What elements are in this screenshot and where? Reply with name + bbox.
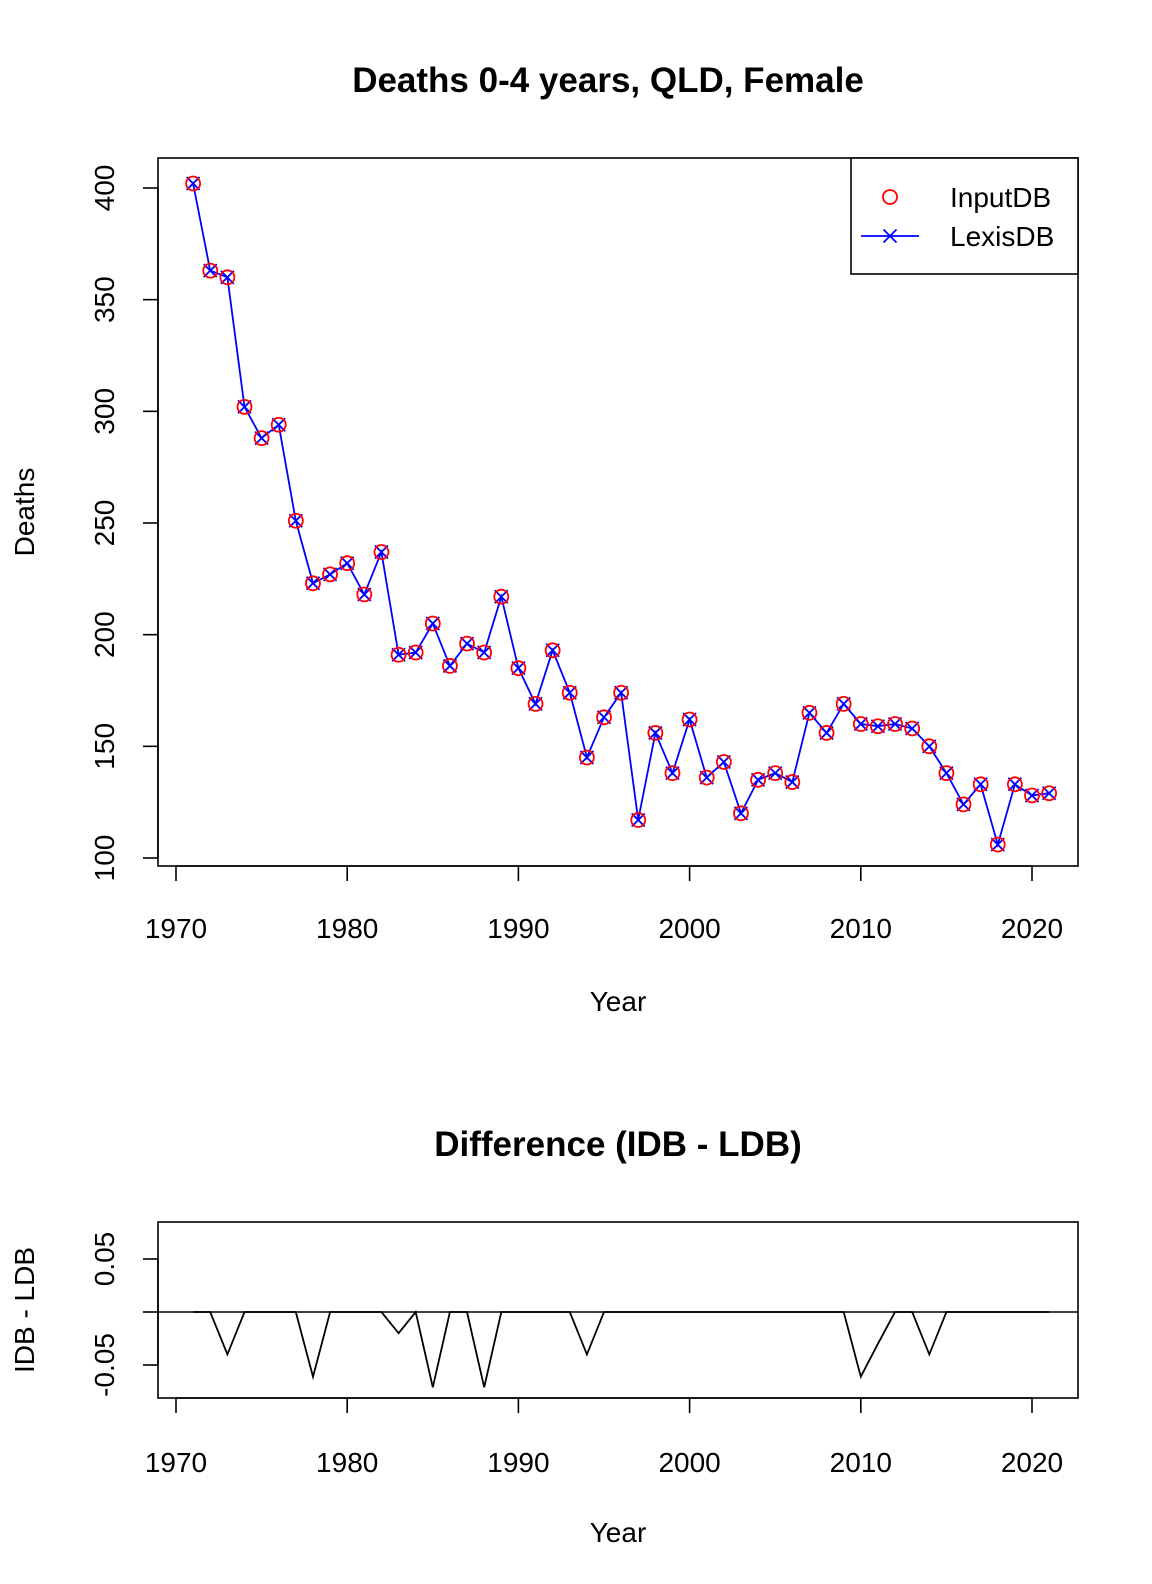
inputdb-point bbox=[407, 644, 424, 661]
inputdb-point bbox=[989, 836, 1006, 853]
y-tick-label: 250 bbox=[89, 500, 120, 547]
x-tick-label: 1970 bbox=[145, 913, 207, 944]
y-tick-label: -0.05 bbox=[89, 1333, 120, 1397]
x-tick-label: 1980 bbox=[316, 913, 378, 944]
difference-chart-title: Difference (IDB - LDB) bbox=[434, 1125, 802, 1164]
inputdb-point bbox=[596, 709, 612, 726]
difference-line bbox=[193, 1309, 1050, 1388]
x-tick-label: 1980 bbox=[316, 1447, 378, 1478]
y-tick-label: 350 bbox=[89, 276, 120, 323]
inputdb-point bbox=[185, 175, 202, 192]
inputdb-point bbox=[750, 771, 766, 788]
inputdb-point bbox=[630, 812, 647, 828]
inputdb-point bbox=[305, 575, 321, 592]
y-tick-label: 300 bbox=[89, 388, 120, 435]
inputdb-point bbox=[664, 765, 681, 782]
inputdb-point bbox=[253, 430, 270, 447]
x-tick-label: 1970 bbox=[145, 1447, 207, 1478]
inputdb-point bbox=[784, 774, 801, 790]
deaths-y-axis: 100 150 200 250 300 350 400 bbox=[89, 165, 159, 882]
inputdb-point bbox=[236, 398, 253, 415]
inputdb-point bbox=[681, 711, 698, 728]
difference-chart: Difference (IDB - LDB) 1970 1980 1990 2000 2… bbox=[9, 1125, 1079, 1548]
inputdb-point bbox=[921, 738, 938, 755]
inputdb-point bbox=[373, 544, 390, 560]
legend-x-marker bbox=[882, 228, 898, 244]
y-tick-label: 200 bbox=[89, 611, 120, 658]
inputdb-point bbox=[870, 718, 886, 735]
difference-series bbox=[158, 1309, 1078, 1388]
inputdb-point bbox=[510, 660, 527, 677]
inputdb-point bbox=[476, 644, 493, 661]
inputdb-point bbox=[1041, 785, 1058, 802]
inputdb-point bbox=[955, 796, 972, 813]
inputdb-point bbox=[424, 615, 441, 632]
legend: InputDB LexisDB bbox=[850, 157, 1079, 275]
inputdb-point bbox=[561, 684, 578, 701]
deaths-series bbox=[185, 175, 1058, 853]
inputdb-point bbox=[767, 765, 784, 782]
inputdb-point bbox=[202, 262, 219, 279]
deaths-x-axis: 1970 1980 1990 2000 2010 2020 bbox=[145, 865, 1063, 944]
inputdb-point bbox=[818, 725, 835, 741]
x-tick-label: 2020 bbox=[1001, 1447, 1063, 1478]
inputdb-point bbox=[322, 566, 338, 583]
y-tick-label: 100 bbox=[89, 835, 120, 882]
legend-label: InputDB bbox=[950, 182, 1051, 213]
inputdb-point bbox=[1024, 787, 1040, 804]
inputdb-point bbox=[647, 725, 664, 741]
difference-x-axis-label: Year bbox=[590, 1517, 647, 1548]
legend-box bbox=[850, 157, 1079, 275]
x-tick-label: 2020 bbox=[1001, 913, 1063, 944]
inputdb-point bbox=[835, 696, 852, 712]
inputdb-point bbox=[613, 684, 630, 701]
x-tick-label: 2000 bbox=[658, 913, 720, 944]
inputdb-point bbox=[904, 720, 921, 737]
inputdb-point bbox=[938, 765, 955, 782]
inputdb-point bbox=[1006, 776, 1023, 793]
inputdb-point bbox=[715, 754, 732, 770]
inputdb-point bbox=[270, 416, 287, 433]
inputdb-point bbox=[287, 512, 304, 529]
inputdb-point bbox=[578, 749, 595, 766]
x-tick-label: 2010 bbox=[830, 913, 892, 944]
inputdb-point bbox=[698, 769, 715, 786]
lexisdb-line bbox=[192, 183, 1050, 848]
difference-y-axis: -0.05 0.05 bbox=[89, 1232, 159, 1397]
y-tick-label: 150 bbox=[89, 723, 120, 770]
deaths-x-axis-label: Year bbox=[590, 986, 647, 1017]
deaths-chart: Deaths 0-4 years, QLD, Female 1970 1980 19… bbox=[9, 61, 1079, 1017]
deaths-chart-title: Deaths 0-4 years, QLD, Female bbox=[352, 61, 864, 100]
x-tick-label: 2010 bbox=[830, 1447, 892, 1478]
inputdb-point bbox=[527, 696, 544, 712]
legend-circle-marker bbox=[882, 189, 898, 205]
inputdb-point bbox=[390, 646, 407, 663]
difference-y-axis-label: IDB - LDB bbox=[9, 1247, 40, 1373]
inputdb-point bbox=[801, 704, 818, 721]
inputdb-point bbox=[852, 716, 869, 732]
inputdb-point bbox=[972, 776, 989, 793]
inputdb-point bbox=[733, 805, 749, 822]
inputdb-point bbox=[544, 642, 561, 659]
deaths-y-axis-label: Deaths bbox=[9, 468, 40, 557]
x-tick-label: 1990 bbox=[487, 1447, 549, 1478]
inputdb-point bbox=[493, 588, 510, 605]
x-tick-label: 2000 bbox=[658, 1447, 720, 1478]
y-tick-label: 0.05 bbox=[89, 1232, 120, 1287]
inputdb-point bbox=[442, 658, 458, 674]
y-tick-label: 400 bbox=[89, 165, 120, 212]
difference-x-axis: 1970 1980 1990 2000 2010 2020 bbox=[145, 1397, 1063, 1478]
inputdb-point bbox=[339, 555, 356, 572]
x-tick-label: 1990 bbox=[487, 913, 549, 944]
legend-label: LexisDB bbox=[950, 221, 1054, 252]
inputdb-point bbox=[459, 635, 475, 652]
inputdb-point bbox=[219, 269, 236, 286]
difference-plot-frame bbox=[157, 1221, 1079, 1399]
inputdb-point bbox=[887, 716, 903, 732]
inputdb-point bbox=[356, 586, 373, 603]
